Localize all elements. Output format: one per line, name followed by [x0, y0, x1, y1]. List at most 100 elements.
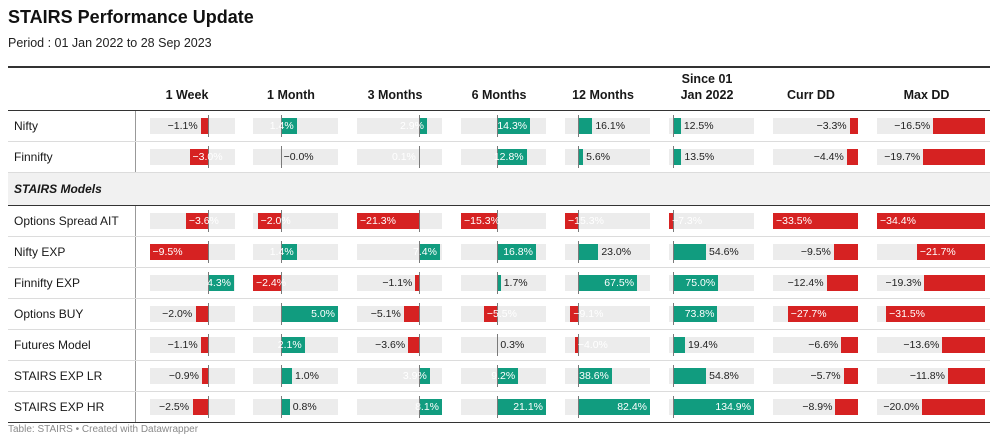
table-row: Futures Model −1.1% 2.1% −3.6% 0.3% −4.0% 19.4… — [8, 329, 990, 361]
zero-line — [208, 395, 209, 418]
zero-line — [578, 302, 580, 325]
bar — [578, 367, 612, 384]
bar — [461, 212, 497, 229]
value-label: −15.3% — [568, 214, 604, 227]
value-cell: −31.5% — [863, 298, 990, 330]
value-cell: 21.1% — [447, 391, 551, 423]
value-cell: −21.7% — [863, 236, 990, 268]
bar-track — [149, 117, 235, 134]
value-label: 54.6% — [709, 245, 739, 258]
chart-footer: Table: STAIRS • Created with Datawrapper — [8, 424, 199, 435]
value-label: 73.8% — [684, 307, 715, 320]
value-cell: −27.7% — [759, 298, 863, 330]
bar — [418, 243, 440, 260]
zero-line — [208, 333, 209, 356]
value-label: −2.0% — [260, 214, 291, 227]
bar-track — [357, 274, 442, 291]
bar — [578, 398, 650, 415]
value-cell: −19.3% — [863, 267, 990, 299]
value-cell: −9.5% — [135, 236, 239, 268]
value-label: 3.9% — [402, 369, 427, 382]
bar-track — [565, 336, 650, 353]
value-cell: −5.7% — [759, 360, 863, 392]
value-label: 0.1% — [391, 150, 416, 163]
value-cell: 73.8% — [655, 298, 759, 330]
value-cell: −9.1% — [551, 298, 655, 330]
value-cell: 1.7% — [447, 267, 551, 299]
value-label: −4.0% — [577, 338, 608, 351]
value-label: −31.5% — [889, 307, 925, 320]
value-label: −5.5% — [486, 307, 517, 320]
value-cell: 16.8% — [447, 236, 551, 268]
value-label: −3.6% — [188, 214, 219, 227]
value-cell: −21.3% — [343, 205, 447, 237]
zero-line — [418, 364, 420, 387]
value-cell: 12.5% — [655, 110, 759, 142]
value-label: −27.7% — [790, 307, 827, 320]
bar — [673, 398, 754, 415]
table-row: Options Spread AIT −3.6% −2.0% −21.3% −15.3%… — [8, 205, 990, 237]
bar — [496, 243, 536, 260]
value-cell: −1.1% — [135, 329, 239, 361]
zero-line — [496, 145, 498, 168]
bar — [280, 398, 290, 415]
value-cell: −0.0% — [239, 141, 343, 173]
value-label: −6.6% — [808, 338, 839, 351]
value-cell: −2.0% — [239, 205, 343, 237]
row-name: Nifty EXP — [8, 236, 136, 268]
value-cell: −16.5% — [863, 110, 990, 142]
bar-track — [357, 148, 442, 165]
performance-table: 1 Week 1 Month 3 Months 6 Months 12 Mont… — [8, 66, 990, 423]
bar — [192, 398, 208, 415]
value-label: 21.1% — [513, 400, 543, 413]
value-label: 12.8% — [493, 150, 524, 163]
zero-line — [578, 333, 580, 356]
zero-line — [673, 240, 675, 263]
value-cell: 5.6% — [551, 141, 655, 173]
zero-line — [208, 364, 209, 387]
bar — [280, 367, 293, 384]
bar — [415, 274, 419, 291]
value-label: 12.5% — [683, 119, 714, 132]
value-label: −0.9% — [168, 369, 199, 382]
bar — [357, 212, 419, 229]
value-label: −5.1% — [370, 307, 401, 320]
value-label: −12.4% — [787, 276, 824, 289]
zero-line — [578, 364, 580, 387]
value-cell: −2.5% — [135, 391, 239, 423]
zero-line — [578, 209, 580, 232]
bar — [149, 243, 208, 260]
bar — [669, 212, 674, 229]
bar — [787, 305, 858, 322]
value-cell: −13.6% — [863, 329, 990, 361]
value-label: −3.6% — [375, 338, 406, 351]
bar — [835, 398, 858, 415]
bar — [418, 117, 427, 134]
value-cell: 1.4% — [239, 110, 343, 142]
value-cell: −2.0% — [135, 298, 239, 330]
value-cell: −3.6% — [135, 205, 239, 237]
value-label: −2.0% — [162, 307, 193, 320]
value-cell: 54.8% — [655, 360, 759, 392]
zero-line — [496, 240, 498, 263]
bar-track — [565, 148, 650, 165]
row-name: Futures Model — [8, 329, 136, 361]
value-cell: 8.1% — [343, 391, 447, 423]
bar — [947, 367, 985, 384]
table-row: Nifty EXP −9.5% 1.4% 7.4% 16.8% 23.0% 54.6% −9.… — [8, 236, 990, 268]
bar — [933, 117, 985, 134]
value-label: 134.9% — [715, 400, 751, 413]
value-label: 82.4% — [617, 400, 647, 413]
zero-line — [208, 209, 209, 232]
bar — [833, 243, 858, 260]
value-cell: 3.9% — [343, 360, 447, 392]
row-name: Options Spread AIT — [8, 205, 136, 237]
value-label: 23.0% — [601, 245, 632, 258]
value-cell: 9.2% — [447, 360, 551, 392]
bar — [201, 117, 208, 134]
bar — [280, 243, 297, 260]
bar — [673, 305, 718, 322]
bar-track — [461, 274, 546, 291]
value-cell: −8.9% — [759, 391, 863, 423]
zero-line — [578, 145, 580, 168]
